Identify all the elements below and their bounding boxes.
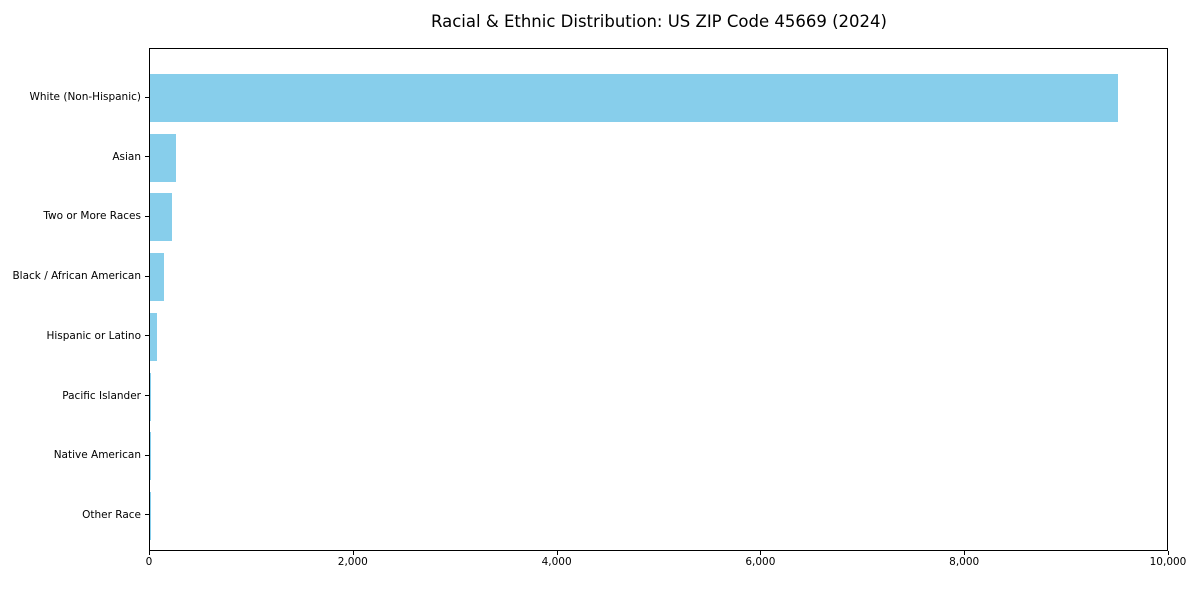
y-tick-label-native-american: Native American: [53, 449, 141, 461]
y-tick-other-race: [145, 514, 149, 516]
chart-title: Racial & Ethnic Distribution: US ZIP Cod…: [431, 12, 887, 31]
x-tick-10000: [1168, 551, 1169, 555]
bar-two-or-more-races: [150, 193, 172, 242]
y-tick-label-other-race: Other Race: [82, 508, 141, 521]
y-tick-two-or-more-races: [145, 215, 149, 217]
x-tick-label-8000: 8,000: [949, 556, 980, 568]
x-tick-label-10000: 10,000: [1149, 556, 1187, 568]
bar-asian: [150, 133, 177, 182]
y-tick-black-african-american: [145, 275, 149, 277]
y-tick-white-non-hispanic: [145, 96, 149, 98]
bar-pacific-islander: [150, 372, 151, 421]
x-tick-8000: [964, 551, 966, 555]
y-tick-pacific-islander: [145, 395, 149, 397]
y-tick-native-american: [145, 454, 149, 456]
x-tick-6000: [760, 551, 762, 555]
y-tick-label-black-african-american: Black / African American: [12, 269, 141, 282]
y-tick-label-asian: Asian: [112, 150, 141, 163]
y-tick-label-pacific-islander: Pacific Islander: [62, 389, 141, 402]
bar-hispanic-or-latino: [150, 312, 158, 361]
bar-white-non-hispanic: [150, 74, 1119, 122]
x-tick-4000: [556, 551, 558, 555]
y-tick-label-two-or-more-races: Two or More Races: [43, 210, 141, 223]
y-tick-hispanic-or-latino: [145, 335, 149, 337]
y-tick-label-hispanic-or-latino: Hispanic or Latino: [46, 329, 141, 342]
bar-black-african-american: [150, 253, 164, 302]
x-tick-label-2000: 2,000: [337, 556, 368, 568]
x-tick-label-6000: 6,000: [745, 556, 776, 568]
y-tick-asian: [145, 156, 149, 158]
y-tick-label-white-non-hispanic: White (Non-Hispanic): [29, 90, 141, 103]
x-tick-2000: [352, 551, 354, 555]
plot-area: [149, 48, 1168, 551]
x-tick-label-0: 0: [145, 556, 153, 568]
x-tick-label-4000: 4,000: [541, 556, 572, 568]
x-tick-0: [149, 551, 150, 555]
